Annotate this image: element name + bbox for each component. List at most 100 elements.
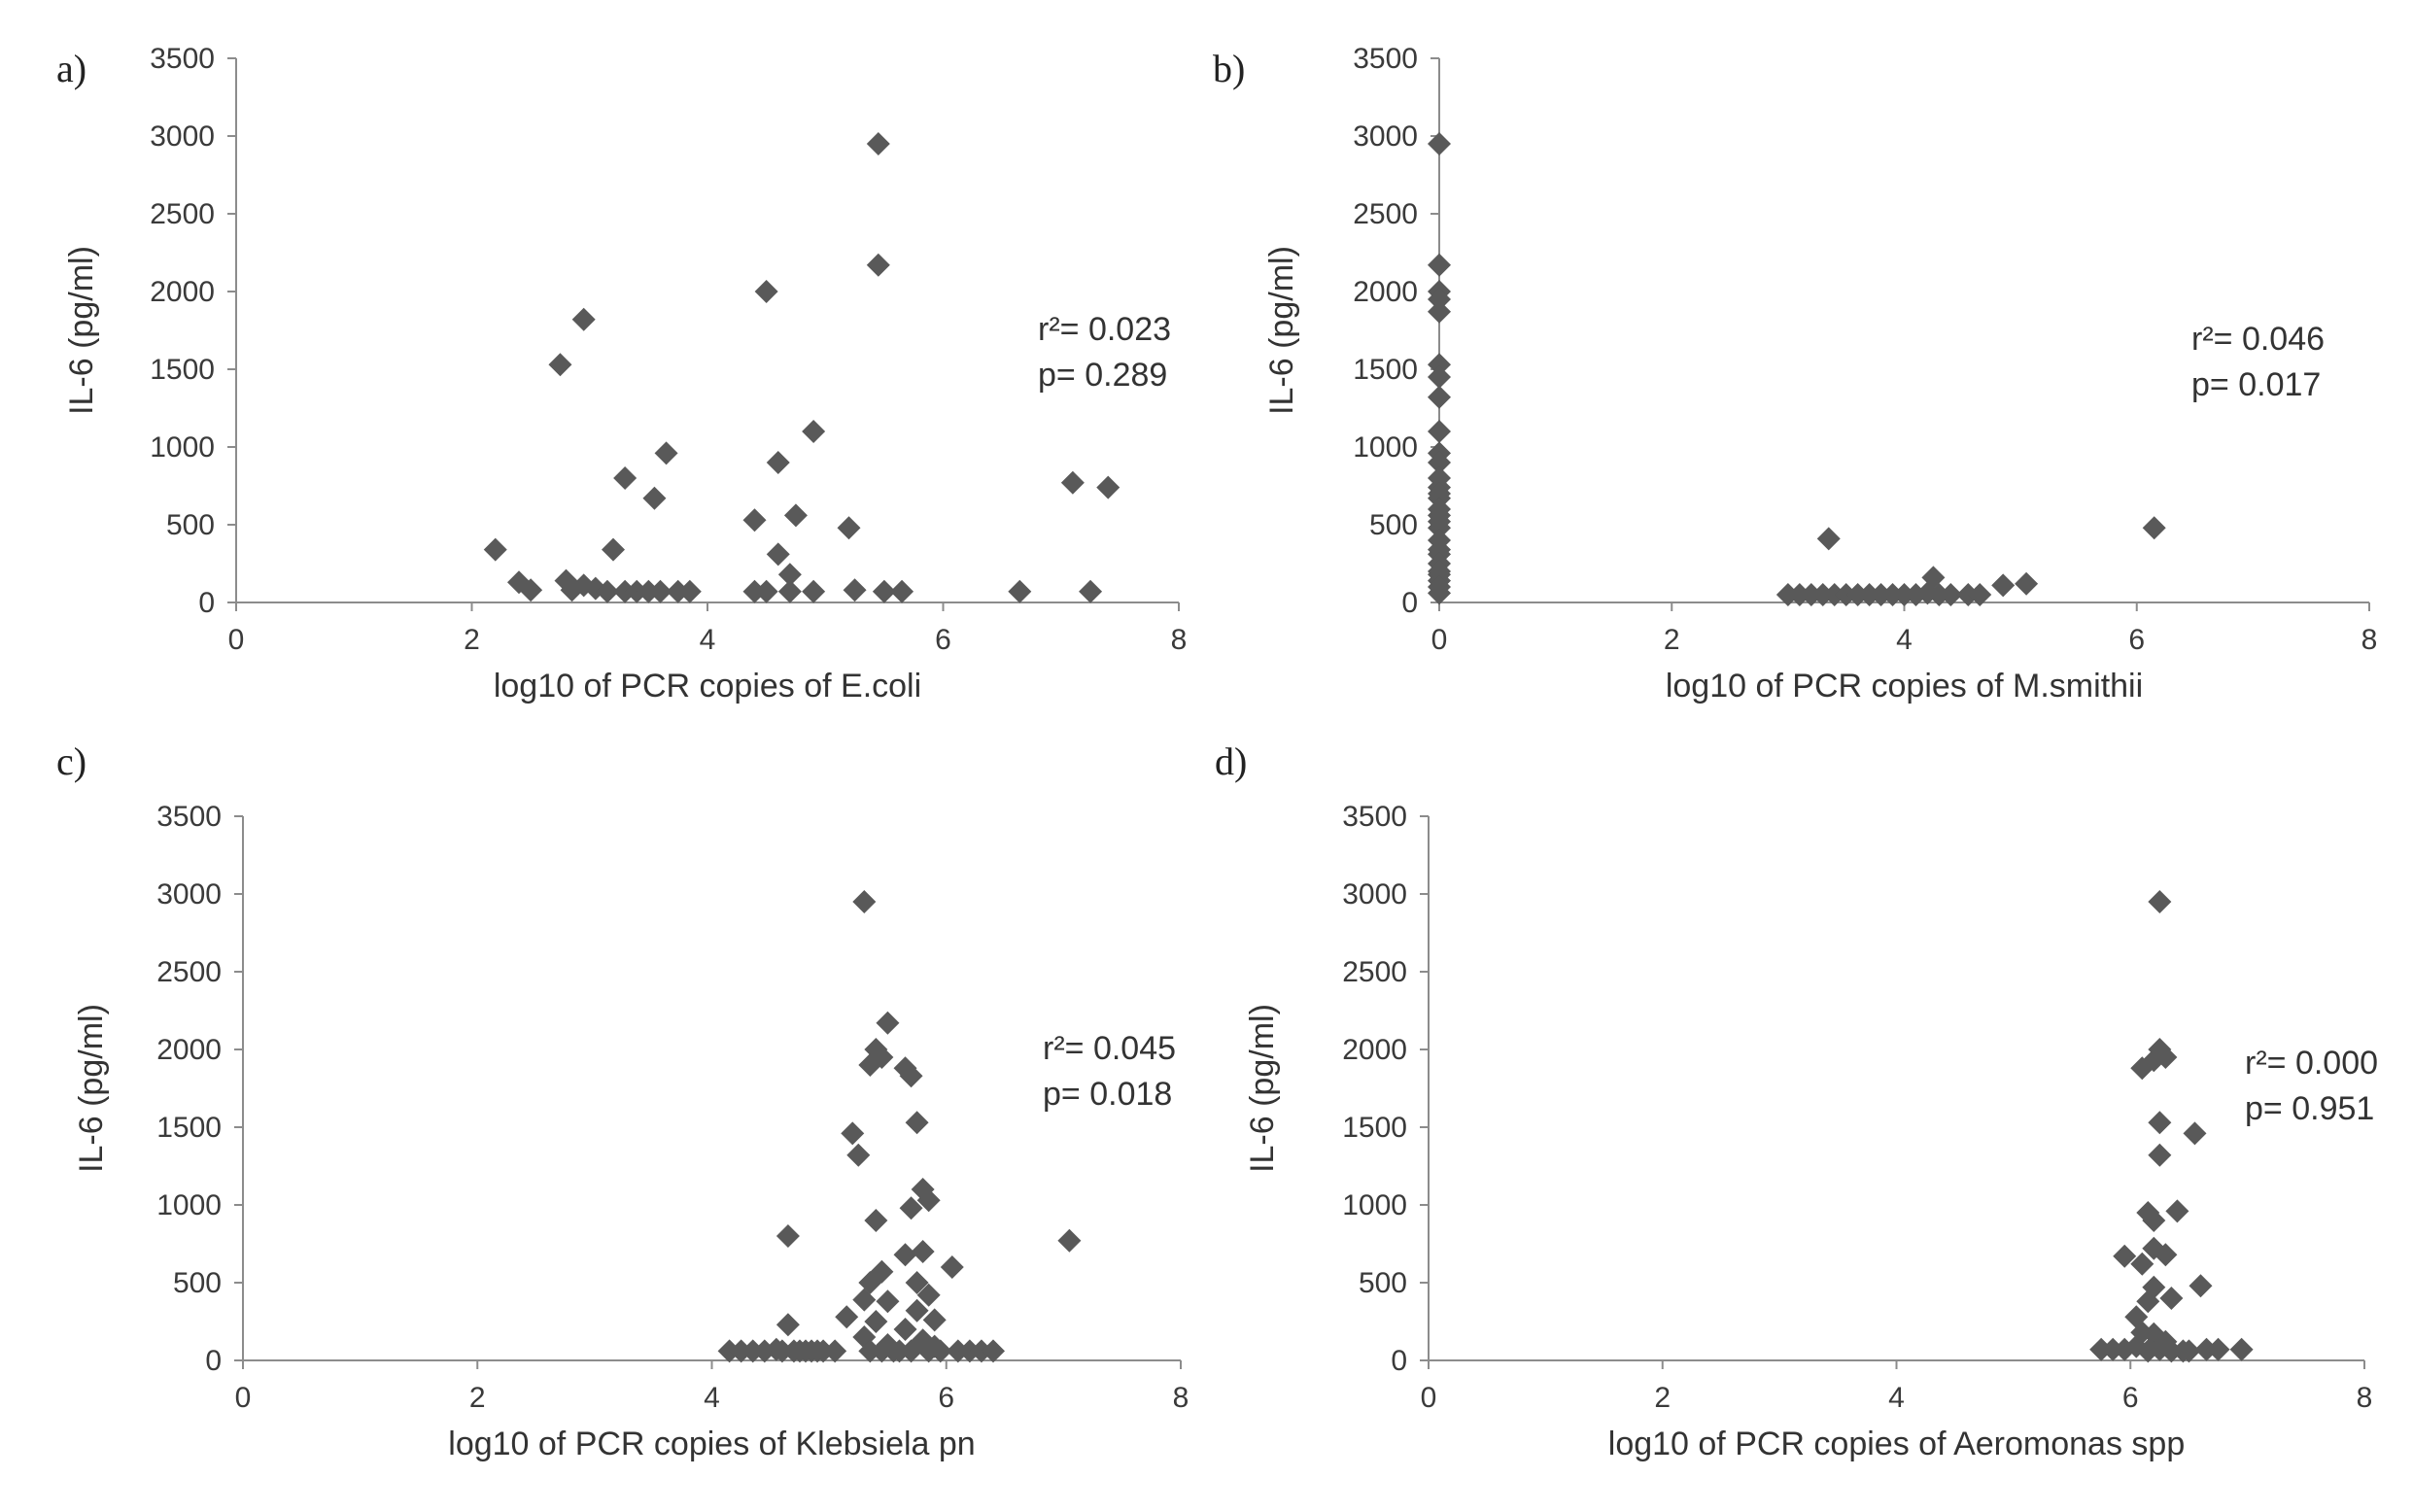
y-tick-label: 1000 <box>1353 431 1418 464</box>
r-squared-label: r²= 0.000 <box>2245 1045 2378 1082</box>
r-squared-label: r²= 0.023 <box>1038 311 1171 348</box>
data-point <box>864 1209 888 1232</box>
data-point <box>483 537 507 562</box>
data-point <box>741 1339 765 1363</box>
data-point <box>1428 353 1451 377</box>
x-axis-title: log10 of PCR copies of Klebsiela pn <box>448 1426 975 1462</box>
x-tick-label: 6 <box>935 624 951 656</box>
data-point <box>777 579 802 603</box>
data-point <box>2142 1209 2166 1232</box>
data-point <box>841 1121 865 1146</box>
r-squared-label: r²= 0.046 <box>2191 321 2325 358</box>
data-point <box>754 579 778 603</box>
data-point <box>899 1064 923 1088</box>
data-point <box>2189 1274 2213 1298</box>
data-point <box>648 579 672 603</box>
data-point <box>876 1011 900 1035</box>
x-tick-label: 4 <box>1888 1382 1905 1414</box>
data-point <box>866 132 890 155</box>
data-point <box>2130 1252 2154 1276</box>
y-axis-title: IL-6 (pg/ml) <box>63 246 100 415</box>
data-point <box>1428 451 1451 474</box>
data-point <box>916 1283 941 1307</box>
data-point <box>776 1313 800 1337</box>
y-tick-label: 3000 <box>1342 878 1407 911</box>
data-point <box>2159 1339 2184 1363</box>
x-tick-label: 2 <box>1654 1382 1671 1414</box>
data-point <box>1428 299 1451 324</box>
x-tick-label: 0 <box>228 624 245 656</box>
data-point <box>2154 1046 2178 1069</box>
data-point <box>2089 1337 2114 1361</box>
y-tick-label: 2000 <box>156 1034 222 1066</box>
data-point <box>729 1339 753 1363</box>
y-tick-label: 1500 <box>156 1112 222 1144</box>
data-point <box>2194 1337 2219 1361</box>
data-point <box>742 579 767 603</box>
data-point <box>866 253 890 277</box>
y-tick-label: 3000 <box>156 878 222 911</box>
data-point <box>1428 385 1451 409</box>
x-tick-label: 8 <box>1173 1382 1189 1414</box>
data-point <box>802 579 826 603</box>
data-point <box>2142 1275 2166 1299</box>
scatter-panel-a: 0 500 1000 1500 2000 2500 3000 3500 0 2 4 6 8 log10 o… <box>56 43 1187 704</box>
y-tick-label: 2500 <box>1342 956 1407 988</box>
data-point <box>1428 581 1451 605</box>
x-tick-label: 4 <box>704 1382 720 1414</box>
y-tick-label: 2500 <box>1353 198 1418 230</box>
data-point <box>940 1255 964 1279</box>
data-point <box>1096 475 1120 499</box>
data-point <box>922 1308 947 1332</box>
x-tick-label: 6 <box>2128 624 2145 656</box>
data-point <box>766 542 790 567</box>
data-point <box>637 579 661 603</box>
data-point <box>2183 1121 2207 1146</box>
data-point <box>2177 1339 2201 1363</box>
x-tick-label: 8 <box>2361 624 2378 656</box>
y-tick-label: 1500 <box>150 354 215 386</box>
data-point <box>957 1339 982 1363</box>
data-point <box>2148 1143 2172 1167</box>
panel-label: c) <box>56 739 86 783</box>
y-tick-label: 500 <box>173 1267 222 1299</box>
data-point <box>893 1318 917 1341</box>
y-tick-label: 1500 <box>1353 354 1418 386</box>
data-point <box>571 307 596 331</box>
data-point <box>837 516 861 540</box>
data-point <box>852 890 877 913</box>
data-point <box>928 1339 952 1363</box>
data-point <box>654 441 678 465</box>
x-tick-label: 2 <box>469 1382 486 1414</box>
x-tick-label: 4 <box>1896 624 1913 656</box>
data-point <box>1428 132 1451 155</box>
data-point <box>677 579 702 603</box>
data-point <box>1939 583 1963 606</box>
data-point <box>2015 571 2039 596</box>
data-point <box>887 1339 912 1363</box>
data-point <box>595 579 619 603</box>
y-tick-label: 2500 <box>156 956 222 988</box>
y-tick-label: 1000 <box>150 431 215 464</box>
y-axis-title: IL-6 (pg/ml) <box>1263 246 1300 415</box>
data-point <box>1991 573 2016 598</box>
p-value-label: p= 0.017 <box>2191 366 2321 403</box>
y-tick-label: 1500 <box>1342 1112 1407 1144</box>
data-point <box>1428 516 1451 540</box>
data-point <box>2148 890 2172 913</box>
y-axis-title: IL-6 (pg/ml) <box>1244 1004 1281 1173</box>
y-tick-label: 3500 <box>1353 43 1418 75</box>
x-tick-label: 8 <box>1171 624 1188 656</box>
x-tick-label: 6 <box>938 1382 954 1414</box>
data-point <box>519 578 543 602</box>
x-tick-label: 0 <box>1431 624 1448 656</box>
data-point <box>823 1339 847 1363</box>
data-point <box>1428 420 1451 443</box>
data-point <box>2154 1243 2178 1267</box>
x-tick-label: 2 <box>1664 624 1680 656</box>
x-axis-title: log10 of PCR copies of Aeromonas spp <box>1608 1426 2185 1462</box>
y-axis-title: IL-6 (pg/ml) <box>73 1004 110 1173</box>
data-point <box>1060 470 1085 495</box>
y-tick-label: 0 <box>198 587 215 619</box>
